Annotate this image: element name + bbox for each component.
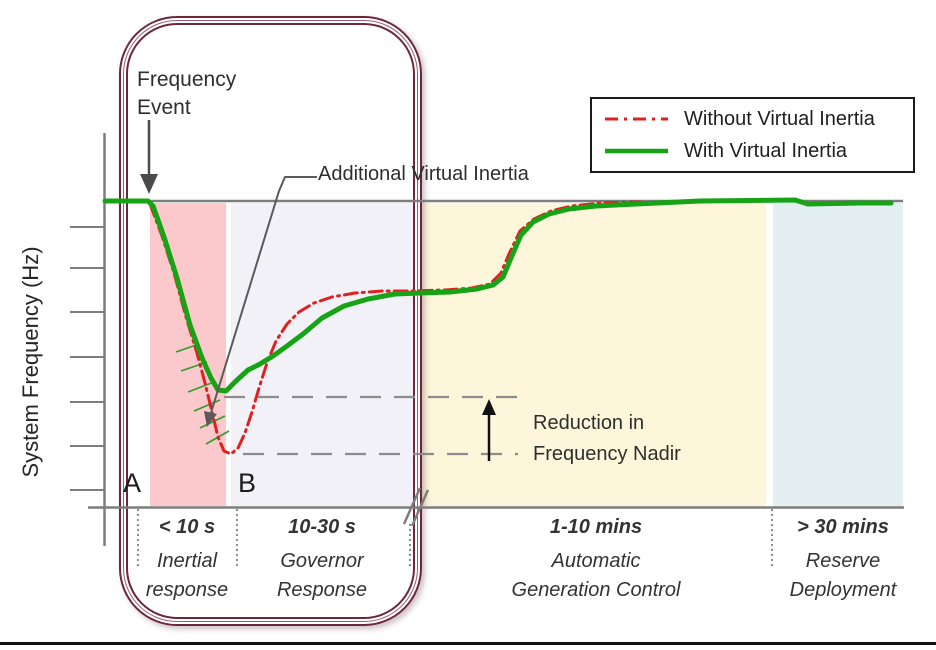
hatch-line (199, 415, 226, 429)
phase-band-1 (150, 203, 226, 506)
nadir-reference-lines (224, 395, 518, 456)
legend-label: Without Virtual Inertia (684, 107, 875, 130)
solid-line-icon (605, 148, 668, 154)
bottom-rule (0, 642, 936, 645)
series-with-virtual-inertia (102, 197, 894, 394)
phase-band-3 (419, 203, 766, 506)
timeline-separators (137, 509, 773, 568)
phase-band-4 (773, 203, 903, 506)
frequency-event-arrow-icon (140, 120, 158, 194)
legend-box: Without Virtual Inertia With Virtual Ine… (590, 97, 915, 173)
phase-band-2 (231, 203, 414, 506)
dash-dot-line-icon (605, 117, 668, 121)
legend-label: With Virtual Inertia (684, 139, 848, 162)
legend-item-with-inertia: With Virtual Inertia (592, 136, 913, 166)
series-without-virtual-inertia (148, 200, 642, 456)
additional-inertia-leader-icon (204, 176, 317, 427)
hatch-line (193, 399, 221, 412)
nadir-reduction-arrow-icon (482, 399, 496, 461)
legend-item-without-inertia: Without Virtual Inertia (592, 104, 913, 134)
hatch-line (187, 381, 215, 393)
frequency-series (102, 197, 894, 456)
y-axis-ticks (70, 226, 104, 491)
